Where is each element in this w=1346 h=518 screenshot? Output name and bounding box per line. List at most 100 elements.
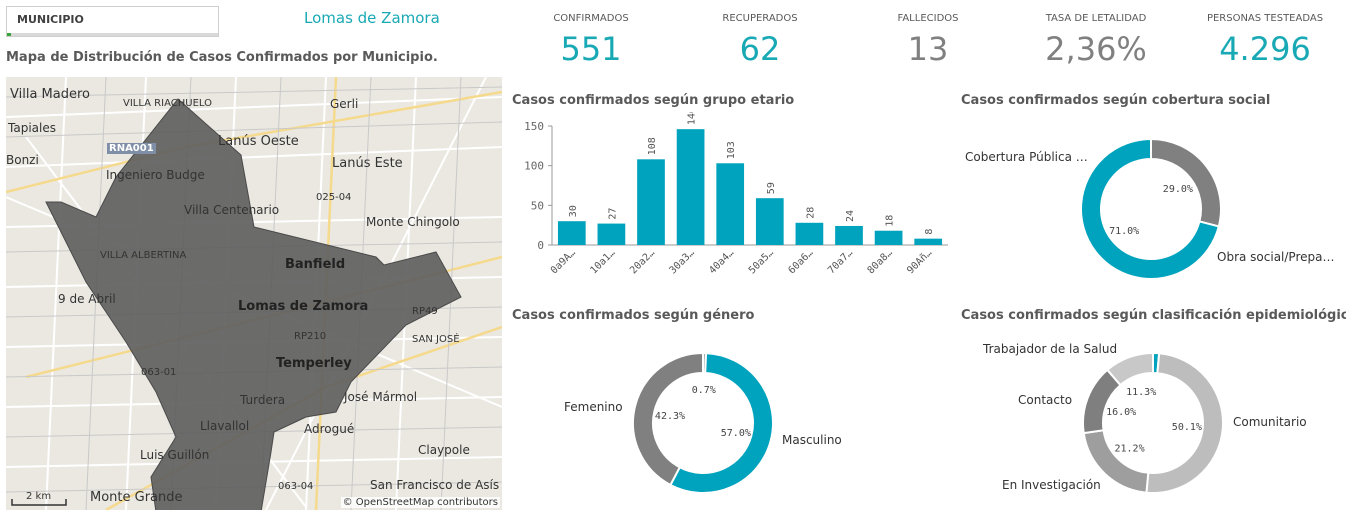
- map-attribution[interactable]: © OpenStreetMap contributors: [340, 497, 500, 508]
- place-jose-marmol: José Mármol: [344, 390, 418, 404]
- kpi-tasa-letalidad: TASA DE LETALIDAD 2,36%: [1021, 13, 1171, 68]
- donut-slice[interactable]: [1145, 352, 1224, 494]
- lomas-de-zamora-polygon[interactable]: [45, 98, 462, 510]
- kpi-value: 4.296: [1219, 30, 1311, 68]
- category-label: 30a3…: [668, 247, 697, 276]
- coverage-chart-title: Casos confirmados según cobertura social: [961, 93, 1271, 108]
- kpi-label: CONFIRMADOS: [553, 13, 629, 24]
- bar-value-label: 59: [766, 182, 777, 194]
- age-bar[interactable]: [597, 223, 626, 245]
- kpi-value: 551: [560, 30, 622, 68]
- gender-donut-chart[interactable]: 0.7% 57.0% 42.3%: [632, 352, 774, 494]
- bar-value-label: 24: [845, 210, 856, 222]
- slice-percent-label: 50.1%: [1172, 422, 1202, 433]
- place-ingeniero-budge: Ingeniero Budge: [106, 168, 205, 182]
- bar-value-label: 108: [647, 137, 658, 155]
- kpi-confirmados: CONFIRMADOS 551: [516, 13, 666, 68]
- category-label: 40a4…: [707, 247, 736, 276]
- category-label: 90Añ…: [905, 247, 934, 276]
- age-bar[interactable]: [676, 129, 705, 245]
- place-lanus-oeste: Lanús Oeste: [218, 134, 299, 149]
- road-025-04: 025-04: [316, 192, 352, 203]
- age-bar[interactable]: [914, 238, 943, 245]
- kpi-label: PERSONAS TESTEADAS: [1206, 13, 1324, 24]
- slice-percent-label: 71.0%: [1109, 226, 1139, 237]
- selected-municipio[interactable]: Lomas de Zamora: [304, 9, 440, 27]
- age-bar[interactable]: [637, 159, 665, 245]
- age-bar[interactable]: [755, 198, 784, 245]
- age-bar[interactable]: [716, 163, 745, 245]
- distribution-map[interactable]: Villa Madero VILLA RIACHUELO Gerli Tapia…: [6, 77, 502, 510]
- place-villa-centenario: Villa Centenario: [184, 203, 280, 217]
- place-luis-guillon: Luis Guillón: [140, 448, 210, 462]
- road-rp210: RP210: [294, 331, 327, 342]
- road-rp49: RP49: [412, 306, 438, 317]
- legend-comunitario: Comunitario: [1233, 415, 1307, 429]
- legend-trabajador-salud: Trabajador de la Salud: [983, 342, 1118, 356]
- bar-value-label: 103: [726, 141, 737, 159]
- epi-chart-title: Casos confirmados según clasificación ep…: [961, 308, 1346, 323]
- place-san-jose: SAN JOSÉ: [412, 334, 460, 345]
- donut-slice[interactable]: [632, 352, 704, 487]
- municipio-filter[interactable]: MUNICIPIO: [6, 6, 219, 37]
- place-turdera: Turdera: [240, 393, 286, 407]
- age-bar[interactable]: [874, 230, 903, 245]
- place-temperley: Temperley: [276, 356, 352, 371]
- place-san-francisco: San Francisco de Asís: [370, 478, 500, 492]
- kpi-value: 62: [739, 30, 781, 68]
- epi-donut-chart[interactable]: 50.1% 21.2% 16.0% 11.3%: [1082, 352, 1224, 494]
- road-063-01: 063-01: [141, 367, 177, 378]
- place-lomas-de-zamora: Lomas de Zamora: [238, 299, 369, 314]
- legend-en-investigacion: En Investigación: [1002, 478, 1101, 492]
- category-label: 50a5…: [747, 247, 776, 276]
- y-tick-label: 150: [524, 120, 544, 133]
- bar-value-label: 18: [885, 215, 896, 227]
- place-adrogue: Adrogué: [304, 422, 355, 436]
- category-label: 80a8…: [866, 247, 895, 276]
- bar-value-label: 27: [607, 208, 618, 220]
- age-bar[interactable]: [835, 225, 863, 245]
- kpi-value: 2,36%: [1045, 30, 1147, 68]
- map-title: Mapa de Distribución de Casos Confirmado…: [6, 50, 438, 65]
- kpi-label: FALLECIDOS: [897, 13, 959, 24]
- place-tapiales: Tapiales: [8, 121, 56, 135]
- category-label: 70a7…: [826, 247, 855, 276]
- age-group-bar-chart[interactable]: 0 50 100 150 30 0a9A… 27 10a1… 108 20a2… 146 30a3… 1…: [512, 112, 952, 294]
- y-tick-label: 0: [537, 239, 544, 252]
- age-bar[interactable]: [795, 222, 824, 245]
- category-label: 20a2…: [628, 247, 657, 276]
- place-villa-madero: Villa Madero: [10, 87, 90, 102]
- donut-slice[interactable]: [1105, 352, 1154, 387]
- place-villa-albertina: VILLA ALBERTINA: [100, 250, 187, 261]
- bar-value-label: 146: [687, 112, 698, 125]
- filter-selection-bar: [7, 33, 11, 36]
- gender-chart-title: Casos confirmados según género: [512, 308, 755, 323]
- bar-value-label: 8: [924, 229, 935, 235]
- place-banfield: Banfield: [285, 257, 346, 272]
- legend-cobertura-publica: Cobertura Pública …: [965, 150, 1088, 164]
- map-scale-label: 2 km: [26, 491, 52, 502]
- age-bar[interactable]: [557, 221, 586, 245]
- kpi-label: TASA DE LETALIDAD: [1045, 13, 1147, 24]
- place-llavallol: Llavallol: [200, 419, 250, 433]
- y-tick-label: 50: [531, 199, 544, 212]
- map-canvas[interactable]: [6, 77, 502, 510]
- place-lanus-este: Lanús Este: [332, 156, 403, 171]
- coverage-donut-chart[interactable]: 29.0% 71.0%: [1080, 138, 1222, 280]
- donut-slice[interactable]: [1150, 138, 1222, 228]
- place-monte-grande: Monte Grande: [90, 490, 183, 505]
- slice-percent-label: 0.7%: [692, 385, 716, 396]
- place-claypole: Claypole: [418, 443, 470, 457]
- place-villa-riachuelo: VILLA RIACHUELO: [123, 98, 212, 109]
- bar-value-label: 28: [805, 207, 816, 219]
- slice-percent-label: 11.3%: [1126, 387, 1156, 398]
- place-monte-chingolo: Monte Chingolo: [366, 215, 460, 229]
- donut-slice[interactable]: [669, 352, 774, 494]
- legend-femenino: Femenino: [564, 400, 623, 414]
- legend-contacto: Contacto: [1018, 393, 1073, 407]
- age-chart-title: Casos confirmados según grupo etario: [512, 93, 795, 108]
- place-9-de-abril: 9 de Abril: [58, 292, 116, 306]
- bar-value-label: 30: [568, 205, 579, 217]
- donut-slice[interactable]: [1080, 138, 1221, 280]
- slice-percent-label: 57.0%: [721, 428, 751, 439]
